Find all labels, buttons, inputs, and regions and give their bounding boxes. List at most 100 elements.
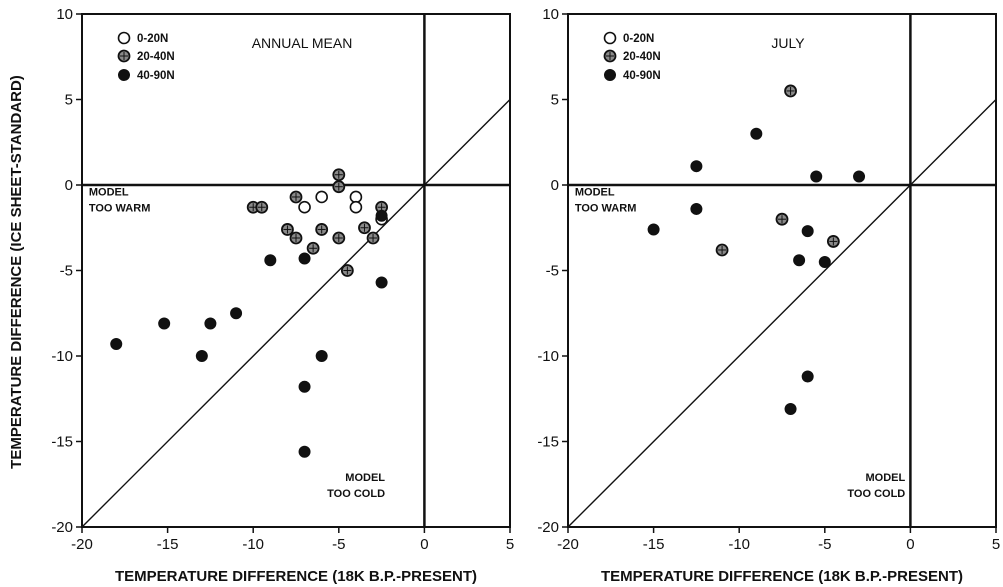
legend-marker-filled: [604, 69, 616, 81]
annotation-line: TOO COLD: [327, 488, 385, 500]
legend-label: 20-40N: [137, 51, 175, 63]
x-axis-title: TEMPERATURE DIFFERENCE (18K B.P.-PRESENT…: [601, 568, 963, 585]
y-tick-label: -20: [537, 519, 559, 536]
data-point: [690, 202, 703, 215]
data-point: [246, 200, 260, 214]
series-open: [298, 190, 388, 226]
annotation-line: TOO WARM: [575, 202, 637, 214]
series-filled: [110, 209, 388, 458]
data-point-circle: [315, 350, 328, 362]
x-tick-label: -15: [643, 536, 665, 553]
legend-marker-open: [117, 31, 131, 45]
legend-label: 0-20N: [137, 33, 168, 45]
y-tick-label: 10: [542, 6, 559, 23]
x-tick-label: 0: [420, 536, 428, 553]
x-tick-label: -20: [557, 536, 579, 553]
x-axis-title: TEMPERATURE DIFFERENCE (18K B.P.-PRESENT…: [115, 568, 477, 585]
x-tick-label: -5: [332, 536, 345, 553]
data-point: [315, 190, 328, 204]
legend-marker-open-circle: [117, 31, 131, 45]
data-point: [366, 231, 380, 245]
data-point: [289, 190, 303, 204]
data-point: [349, 190, 363, 204]
data-point: [315, 223, 329, 236]
data-point: [750, 127, 763, 140]
data-point-circle: [375, 209, 388, 222]
data-point: [647, 223, 660, 236]
data-point-circle: [784, 403, 797, 416]
y-tick-label: -20: [51, 519, 73, 536]
legend-marker-open: [603, 31, 617, 45]
annotation: MODEL TOO COLD: [327, 472, 385, 500]
data-point-circle: [810, 170, 823, 183]
data-point-circle: [349, 200, 363, 214]
annotation-line: MODEL: [89, 186, 129, 198]
data-point-circle: [204, 317, 217, 330]
series-hatched: [246, 168, 389, 277]
data-point: [340, 264, 354, 277]
data-point: [784, 403, 797, 416]
data-point: [298, 252, 311, 265]
data-point-circle: [818, 255, 831, 268]
legend-marker-filled-circle: [118, 69, 130, 81]
data-point: [801, 225, 814, 238]
y-tick-label: 0: [65, 177, 73, 194]
data-point-circle: [230, 307, 243, 320]
y-tick-label: 5: [551, 92, 559, 109]
annotation-line: MODEL: [345, 472, 385, 484]
data-point: [332, 168, 346, 182]
data-point: [255, 200, 269, 214]
data-point-circle: [690, 202, 703, 215]
x-tick-label: 0: [906, 536, 914, 553]
y-tick-label: -10: [51, 348, 73, 365]
data-point-circle: [690, 160, 703, 173]
y-tick-label: -5: [546, 263, 559, 280]
data-point: [110, 338, 123, 351]
data-point: [195, 350, 208, 362]
legend-marker-filled: [118, 69, 130, 81]
y-axis-title: TEMPERATURE DIFFERENCE (ICE SHEET-STANDA…: [8, 75, 25, 469]
x-tick-label: 5: [506, 536, 514, 553]
data-point: [810, 170, 823, 183]
one-to-one-line: [567, 99, 997, 528]
annotation-line: TOO WARM: [89, 202, 151, 214]
legend-marker-hatched: [603, 49, 617, 63]
data-point: [281, 223, 294, 236]
y-tick-label: -5: [60, 263, 73, 280]
data-point: [289, 231, 303, 245]
legend-label: 40-90N: [623, 70, 661, 82]
series-hatched: [715, 84, 840, 257]
data-point: [818, 255, 831, 268]
x-tick-label: -15: [157, 536, 179, 553]
data-point: [690, 160, 703, 173]
data-point-circle: [349, 190, 363, 204]
legend-label: 20-40N: [623, 51, 661, 63]
y-tick-label: 0: [551, 177, 559, 194]
chart-july: -20 -15 -10 -5 0 5 -20 -15 -10 -5 0 5 10 TEMPERATURE …: [537, 6, 1000, 585]
x-tick-label: -10: [242, 536, 264, 553]
x-tick-label: -20: [71, 536, 93, 553]
data-point: [375, 200, 389, 214]
legend-label: 40-90N: [137, 70, 175, 82]
data-point-circle: [375, 276, 388, 289]
annotation: MODEL TOO WARM: [575, 186, 637, 214]
legend: 0-20N 20-40N 40-90N: [117, 31, 175, 82]
data-point: [332, 180, 346, 194]
data-point: [375, 276, 388, 289]
data-point: [349, 200, 363, 214]
data-point: [298, 445, 311, 458]
data-point-circle: [750, 127, 763, 140]
data-point: [358, 221, 371, 235]
data-point-circle: [298, 380, 311, 393]
data-point: [298, 200, 311, 214]
one-to-one-line: [81, 99, 511, 528]
data-point: [204, 317, 217, 330]
data-point: [298, 380, 311, 393]
legend-marker-filled-circle: [604, 69, 616, 81]
data-point-circle: [853, 170, 866, 183]
data-point: [784, 84, 797, 98]
legend-label: 0-20N: [623, 33, 654, 45]
annotation: MODEL TOO WARM: [89, 186, 151, 214]
data-point: [775, 212, 789, 226]
data-point: [793, 254, 806, 267]
